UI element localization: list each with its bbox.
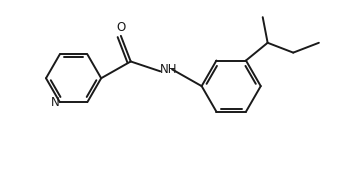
Text: O: O xyxy=(116,22,126,34)
Text: NH: NH xyxy=(159,63,177,76)
Text: N: N xyxy=(51,96,59,109)
